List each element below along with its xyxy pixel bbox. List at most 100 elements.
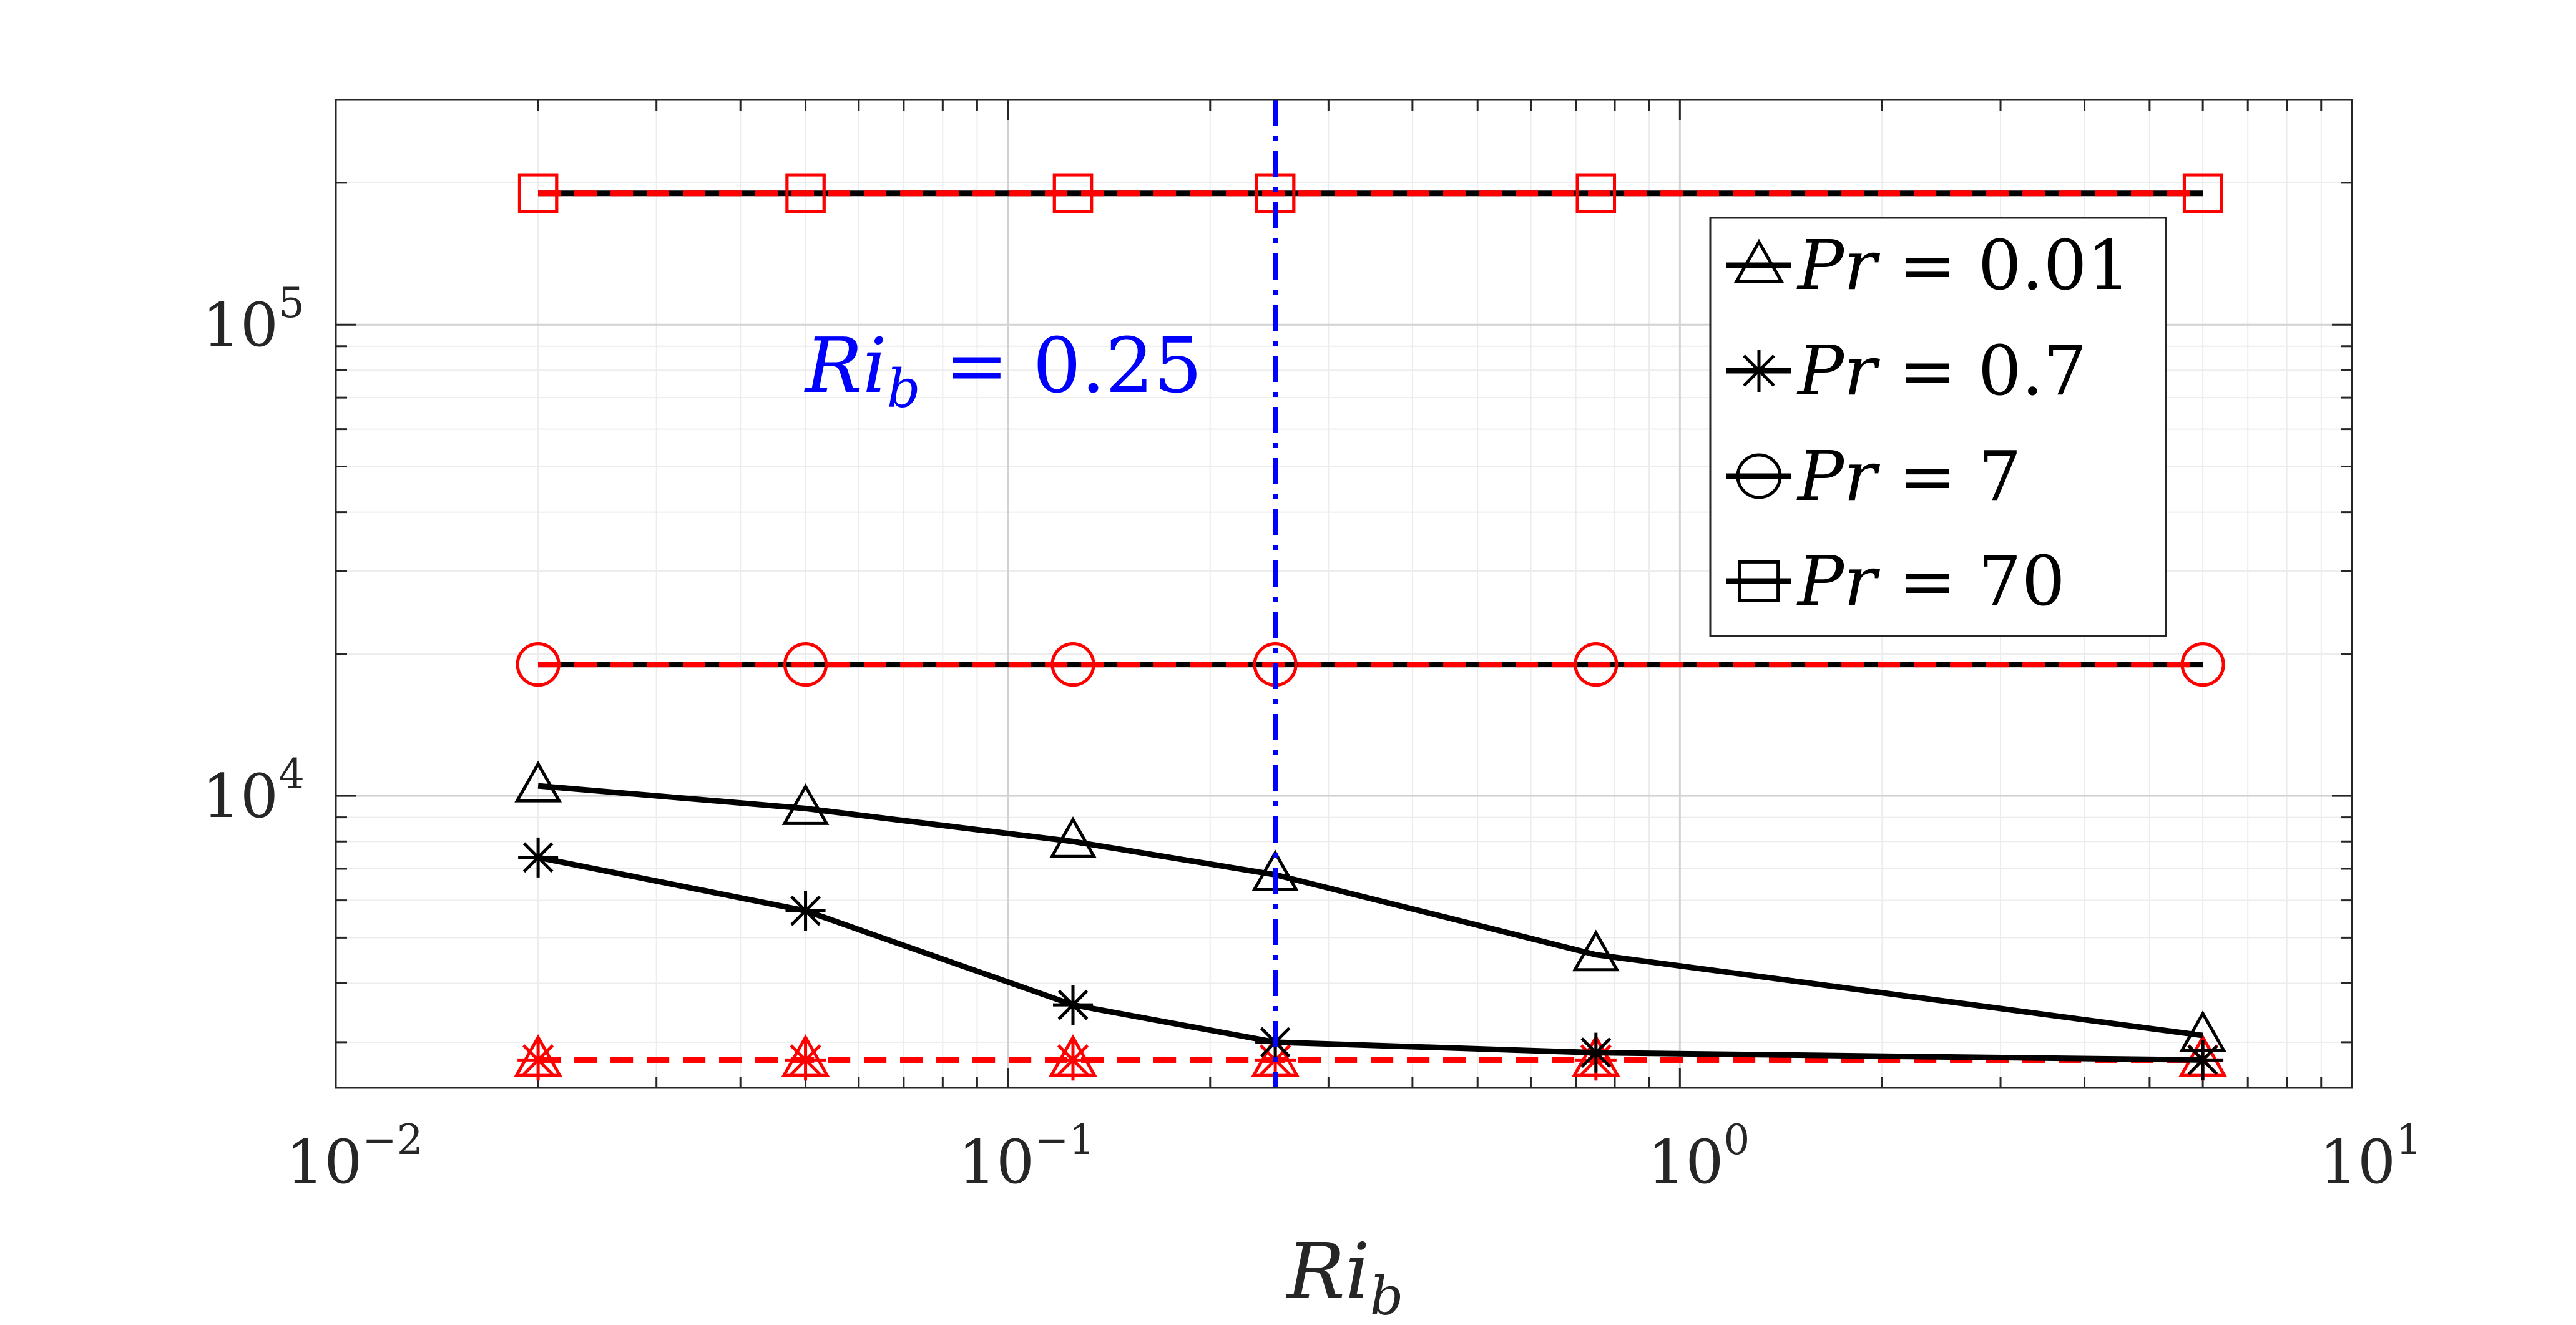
legend-label: Pr = 0.01 (1796, 225, 2131, 305)
legend-label-rel: = 0.7 (1877, 331, 2087, 411)
reference-point-square (517, 173, 559, 213)
legend-entry-circle: Pr = 7 (1726, 436, 2022, 516)
legend-box (1709, 217, 2167, 637)
x-axis-label-base: Ri (1286, 1227, 1370, 1317)
x-tick-label-exponent: 0 (1723, 1116, 1750, 1164)
annotation-label: Rib = 0.25 (804, 321, 1202, 419)
reference-point-circle (1574, 642, 1619, 687)
y-tick-label: 105 (202, 279, 305, 360)
x-tick-labels: 10−2 10−1 100 101 (286, 1116, 2422, 1197)
x-tick-label: 10−2 (286, 1116, 423, 1197)
marker-star-stroke (1057, 989, 1089, 1020)
annotation-layer: Rib = 0.25 (804, 100, 1278, 1088)
series-line-triangle (537, 783, 2203, 1039)
reference-point-star (785, 1039, 826, 1081)
series-point-star (2183, 1040, 2223, 1080)
marker-star-stroke (1580, 1037, 1612, 1068)
y-tick-label-base: 10 (202, 290, 278, 360)
marker-circle-shape (1736, 453, 1782, 499)
marker-square-shape (517, 173, 559, 213)
reference-point-square (1575, 173, 1617, 213)
x-axis-label-subscript: b (1370, 1266, 1404, 1325)
legend-label-rel: = 0.01 (1877, 225, 2131, 305)
marker-circle-shape (1050, 642, 1095, 687)
series-line-star (537, 854, 2203, 1063)
marker-triangle-shape (781, 783, 830, 825)
reference-markers-top-square (517, 173, 2223, 213)
reference-point-star (517, 1039, 559, 1081)
marker-square-shape (1575, 173, 1617, 213)
legend-marker-square (1738, 560, 1780, 602)
marker-circle-shape (2180, 642, 2225, 687)
marker-square-shape (2182, 173, 2223, 213)
legend-label-rel: = 70 (1877, 541, 2065, 621)
reference-point-square (785, 173, 826, 213)
legend-label-rel: = 7 (1877, 436, 2022, 516)
marker-star-stroke (2187, 1044, 2218, 1075)
series-layer (514, 173, 2228, 1081)
y-tick-label-exponent: 4 (278, 750, 305, 798)
x-tick-label-base: 10 (2319, 1127, 2396, 1197)
series-point-triangle (1572, 929, 1620, 972)
reference-markers-top-circle (516, 642, 2225, 687)
marker-circle-shape (783, 642, 828, 687)
series-point-triangle (781, 783, 830, 825)
marker-star-stroke (522, 842, 554, 873)
marker-square-shape (785, 173, 826, 213)
marker-star-stroke (522, 1044, 554, 1076)
annotation-label-var: Ri (804, 321, 887, 410)
legend-entry-star: Pr = 0.7 (1726, 331, 2087, 411)
marker-square-shape (1738, 560, 1780, 602)
series-point-star (1053, 985, 1094, 1025)
marker-square-shape (1052, 173, 1094, 213)
legend-label: Pr = 0.7 (1796, 331, 2087, 411)
reference-point-star (1052, 1039, 1094, 1081)
x-tick-label: 101 (2319, 1116, 2422, 1197)
legend-label: Pr = 70 (1796, 541, 2065, 621)
legend-label-var: Pr (1796, 331, 1881, 411)
series-point-star (518, 837, 559, 878)
series-point-star (1575, 1032, 1616, 1073)
y-tick-label-exponent: 5 (278, 279, 305, 327)
y-tick-label-base: 10 (202, 761, 278, 831)
x-tick-label-exponent: −1 (1034, 1116, 1095, 1164)
marker-triangle-shape (514, 760, 562, 803)
reference-point-circle (783, 642, 828, 687)
legend-label-var: Pr (1796, 225, 1881, 305)
annotation-label-sub: b (887, 358, 921, 419)
reference-point-circle (2180, 642, 2225, 687)
x-tick-label-base: 10 (286, 1127, 362, 1197)
legend-marker-triangle (1734, 238, 1784, 283)
marker-star-stroke (790, 896, 821, 926)
x-tick-label-exponent: −2 (362, 1116, 423, 1164)
marker-star-stroke (1057, 1044, 1089, 1076)
reference-point-square (2182, 173, 2223, 213)
marker-circle-shape (516, 642, 561, 687)
legend-marker-circle (1736, 453, 1782, 499)
x-axis-label: Rib (1286, 1227, 1404, 1325)
legend-entry-square: Pr = 70 (1726, 541, 2065, 621)
legend-marker-star (1738, 350, 1780, 392)
marker-star-stroke (790, 1044, 821, 1076)
marker-triangle-shape (1049, 816, 1097, 858)
legend-entry-triangle: Pr = 0.01 (1726, 225, 2131, 305)
legend-label-var: Pr (1796, 436, 1881, 516)
reference-point-square (1052, 173, 1094, 213)
x-tick-label-exponent: 1 (2396, 1116, 2422, 1164)
x-tick-label: 100 (1647, 1116, 1750, 1197)
reference-point-circle (1050, 642, 1095, 687)
marker-triangle-shape (1572, 929, 1620, 972)
legend-label-var: Pr (1796, 541, 1881, 621)
x-tick-label: 10−1 (958, 1116, 1095, 1197)
x-tick-label-base: 10 (958, 1127, 1034, 1197)
marker-star-stroke (1743, 354, 1775, 387)
marker-circle-shape (1574, 642, 1619, 687)
y-tick-label: 104 (202, 750, 305, 831)
series-point-triangle (514, 760, 562, 803)
x-tick-label-base: 10 (1647, 1127, 1723, 1197)
series-star (518, 837, 2223, 1080)
series-point-triangle (1049, 816, 1097, 858)
